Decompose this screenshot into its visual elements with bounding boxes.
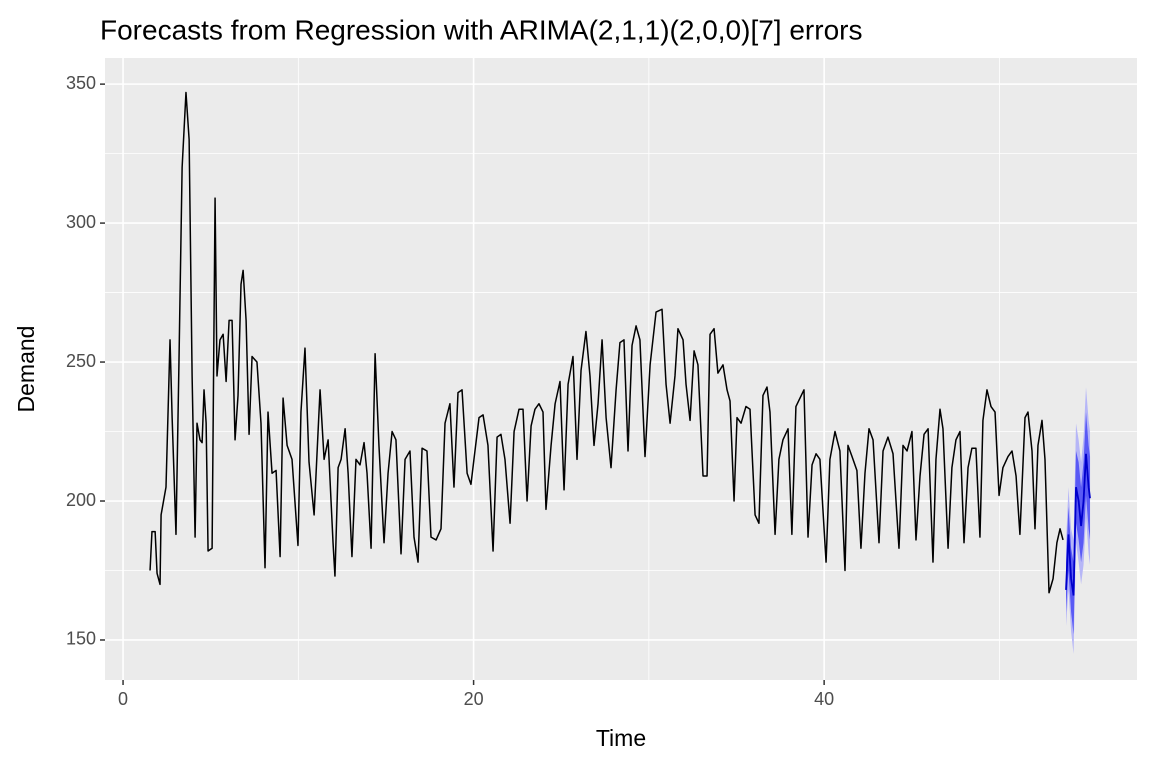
y-tick-label: 300 [66,212,96,232]
x-tick-label: 0 [118,689,128,709]
x-tick-label: 20 [464,689,484,709]
y-tick-label: 250 [66,351,96,371]
data-line [149,91,1064,594]
chart-title: Forecasts from Regression with ARIMA(2,1… [100,14,862,45]
y-tick-label: 150 [66,629,96,649]
y-tick-label: 200 [66,490,96,510]
y-axis-title: Demand [13,326,39,413]
forecast-line [1065,453,1091,596]
x-tick-label: 40 [814,689,834,709]
plot-panel [105,58,1137,680]
forecast-band-80 [1066,412,1091,635]
x-axis-title: Time [596,725,646,751]
y-tick-label: 350 [66,73,96,93]
